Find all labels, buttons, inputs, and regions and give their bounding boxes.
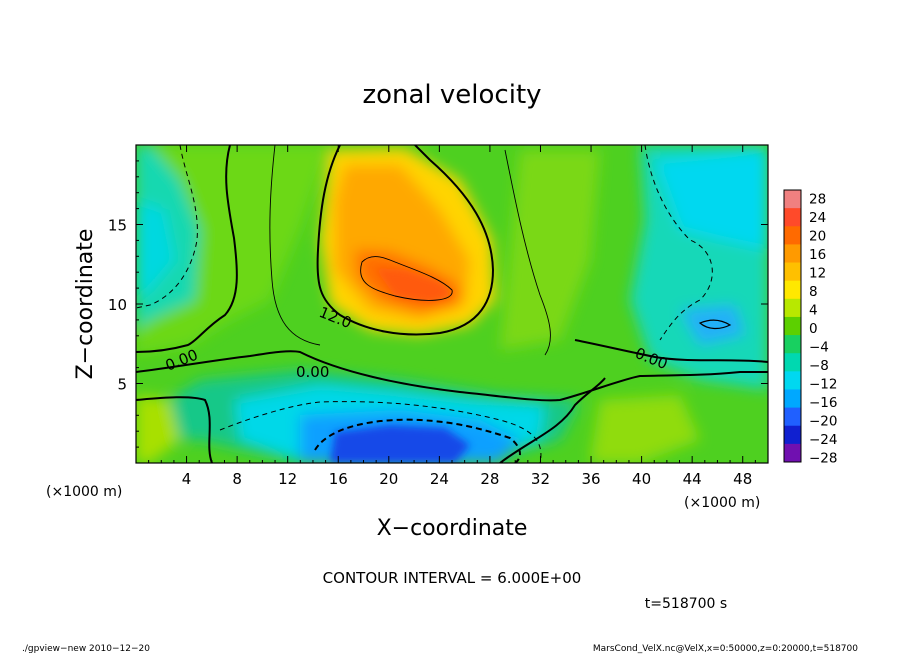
- contour-small-right-vortex: [698, 319, 732, 330]
- x-tick-label: 4: [182, 470, 192, 488]
- y-tick-label: 10: [108, 296, 127, 314]
- x-unit-right: (×1000 m): [684, 495, 760, 511]
- x-tick-label: 8: [232, 470, 242, 488]
- colorbar-swatch: [784, 262, 801, 282]
- colorbar-label: 0: [809, 321, 818, 337]
- x-tick-label: 16: [329, 470, 348, 488]
- colorbar-label: 20: [809, 229, 826, 245]
- colorbar-label: −16: [809, 395, 838, 411]
- field-blue-right: [680, 305, 745, 345]
- field-yellowgreen-right: [500, 150, 600, 350]
- colorbar-swatch: [784, 335, 801, 354]
- colorbar-label: −4: [809, 340, 829, 356]
- contour-0-right-thick: [574, 339, 768, 363]
- time-text: t=518700 s: [645, 596, 727, 612]
- x-tick-label: 20: [379, 470, 398, 488]
- colorbar-frame: [783, 189, 802, 463]
- contour-0-left-thick: [136, 145, 238, 353]
- colorbar-swatch: [784, 226, 801, 245]
- contour-6-thin-left: [269, 145, 321, 346]
- contour-interval-text: CONTOUR INTERVAL = 6.000E+00: [323, 569, 582, 587]
- footer-left: ./gpview−new 2010−12−20: [22, 644, 150, 654]
- colorbar-swatch: [784, 244, 801, 263]
- y-axis-label: Z−coordinate: [73, 229, 98, 380]
- colorbar-label: −28: [809, 451, 838, 467]
- contour-neg6-dashed-right: [644, 145, 713, 341]
- x-tick-label: 36: [581, 470, 600, 488]
- field-cyan-right-inner: [655, 150, 768, 250]
- contour-neg6-dashed-lower: [219, 401, 542, 463]
- colorbar-label: 28: [809, 192, 826, 208]
- colorbar-label: −8: [809, 358, 829, 374]
- contour-neg18-dashed-core: [314, 418, 521, 463]
- contour-label-0-mid: 0.00: [296, 363, 329, 381]
- contour-neg6-dashed-left: [136, 145, 198, 309]
- contour-12-thick: [316, 145, 495, 336]
- x-axis-label: X−coordinate: [377, 516, 528, 541]
- colorbar: 28 24 20 16 12 8 4 0 −4 −8 −12 −16 −20 −24 −28: [783, 189, 838, 467]
- x-tick-label: 44: [683, 470, 702, 488]
- x-tick-label: 32: [531, 470, 550, 488]
- contour-0-lower-thick: [136, 396, 213, 463]
- colorbar-swatch: [784, 407, 801, 427]
- colorbar-swatch: [784, 280, 801, 300]
- contour-6-thin-right: [504, 149, 551, 356]
- x-unit-left: (×1000 m): [46, 484, 122, 500]
- x-tick-label: 24: [430, 470, 449, 488]
- colorbar-label: 12: [809, 266, 826, 282]
- colorbar-swatch: [784, 425, 801, 445]
- contour-0-lower-right-thick: [499, 377, 606, 463]
- colorbar-swatch: [784, 389, 801, 408]
- colorbar-swatch: [784, 208, 801, 227]
- y-tick-label: 5: [117, 376, 127, 394]
- footer-right: MarsCond_VelX.nc@VelX,x=0:50000,z=0:2000…: [593, 644, 858, 654]
- field-cyan-left-inner: [136, 200, 175, 300]
- colorbar-label: 8: [809, 284, 818, 300]
- colorbar-label: −12: [809, 377, 838, 393]
- colorbar-swatch: [784, 353, 801, 372]
- contour-18-thin: [360, 256, 453, 301]
- colorbar-swatch: [784, 316, 801, 336]
- colorbar-label: −20: [809, 414, 838, 430]
- field-redorange-core: [375, 268, 452, 302]
- x-tick-label: 40: [632, 470, 651, 488]
- colorbar-label: 24: [809, 210, 826, 226]
- colorbar-swatch: [784, 443, 801, 463]
- contour-0-middle-thick: [136, 350, 768, 402]
- field-darkblue-lower: [330, 425, 470, 463]
- colorbar-label: 4: [809, 303, 818, 319]
- field-yellowgreen-br: [590, 395, 700, 463]
- colorbar-label: 16: [809, 247, 826, 263]
- contour-lines: [136, 145, 768, 463]
- x-tick-label: 48: [733, 470, 752, 488]
- colorbar-label: −24: [809, 432, 838, 448]
- plot-area: 12.0 0.00 0.00 0.00: [136, 145, 768, 463]
- x-tick-label: 28: [480, 470, 499, 488]
- colorbar-swatch: [784, 298, 801, 318]
- chart-title: zonal velocity: [362, 80, 541, 110]
- y-tick-label: 15: [108, 217, 127, 235]
- field-yellowgreen-bl: [136, 395, 180, 463]
- x-tick-label: 12: [278, 470, 297, 488]
- colorbar-swatch: [784, 190, 801, 209]
- colorbar-swatch: [784, 371, 801, 390]
- color-field-core: [330, 268, 470, 463]
